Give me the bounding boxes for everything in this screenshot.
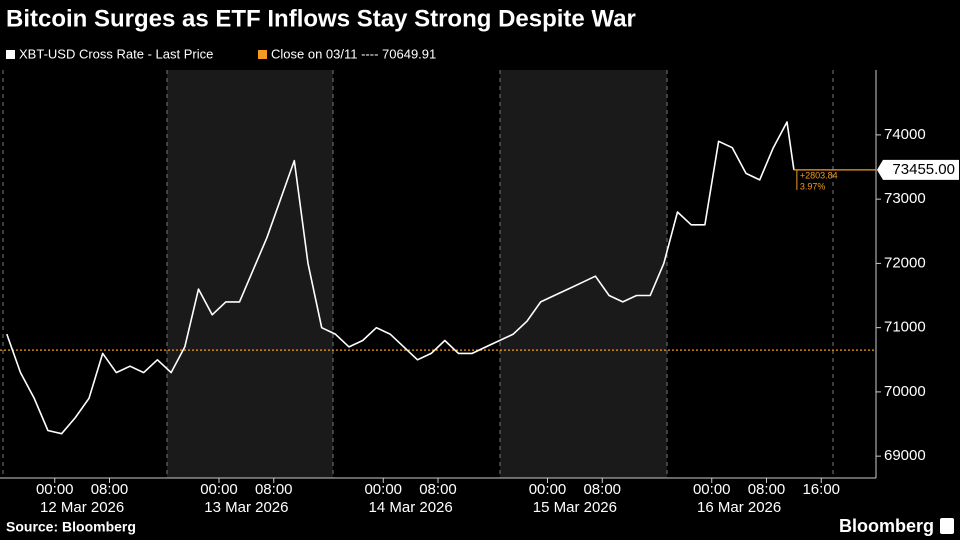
y-tick-label: 71000	[884, 319, 926, 336]
x-tick-label: 00:00	[529, 481, 567, 498]
session-band	[500, 70, 667, 478]
last-price-box	[877, 159, 959, 180]
x-day-label: 16 Mar 2026	[697, 499, 781, 516]
x-day-label: 14 Mar 2026	[369, 499, 453, 516]
legend-label: Close on 03/11 ---- 70649.91	[271, 46, 436, 61]
x-tick-label: 00:00	[693, 481, 731, 498]
brand: Bloomberg	[839, 516, 934, 536]
x-tick-label: 00:00	[36, 481, 74, 498]
session-separators	[2, 70, 834, 478]
x-tick-label: 16:00	[802, 481, 840, 498]
x-day-label: 15 Mar 2026	[533, 499, 617, 516]
x-tick-label: 00:00	[200, 481, 238, 498]
legend-swatch	[6, 50, 15, 59]
x-tick-label: 08:00	[91, 481, 129, 498]
x-tick-label: 08:00	[748, 481, 786, 498]
x-tick-label: 08:00	[583, 481, 621, 498]
chart-title: Bitcoin Surges as ETF Inflows Stay Stron…	[6, 5, 636, 32]
x-day-label: 12 Mar 2026	[40, 499, 124, 516]
y-tick-label: 69000	[884, 447, 926, 464]
session-band	[167, 70, 333, 478]
y-tick-label: 73000	[884, 190, 926, 207]
x-tick-label: 00:00	[364, 481, 402, 498]
x-day-label: 13 Mar 2026	[204, 499, 288, 516]
y-tick-label: 74000	[884, 126, 926, 143]
brand-icon	[940, 518, 954, 534]
price-line	[6, 121, 795, 435]
source: Source: Bloomberg	[6, 519, 136, 535]
last-price-label: 73455.00	[892, 161, 955, 178]
change-label: +2803.84	[800, 170, 838, 180]
y-tick-label: 70000	[884, 383, 926, 400]
legend-swatch	[258, 50, 267, 59]
x-tick-label: 08:00	[255, 481, 293, 498]
x-tick-label: 08:00	[419, 481, 457, 498]
legend-label: XBT-USD Cross Rate - Last Price	[19, 46, 213, 61]
change-pct-label: 3.97%	[800, 181, 826, 191]
y-tick-label: 72000	[884, 254, 926, 271]
